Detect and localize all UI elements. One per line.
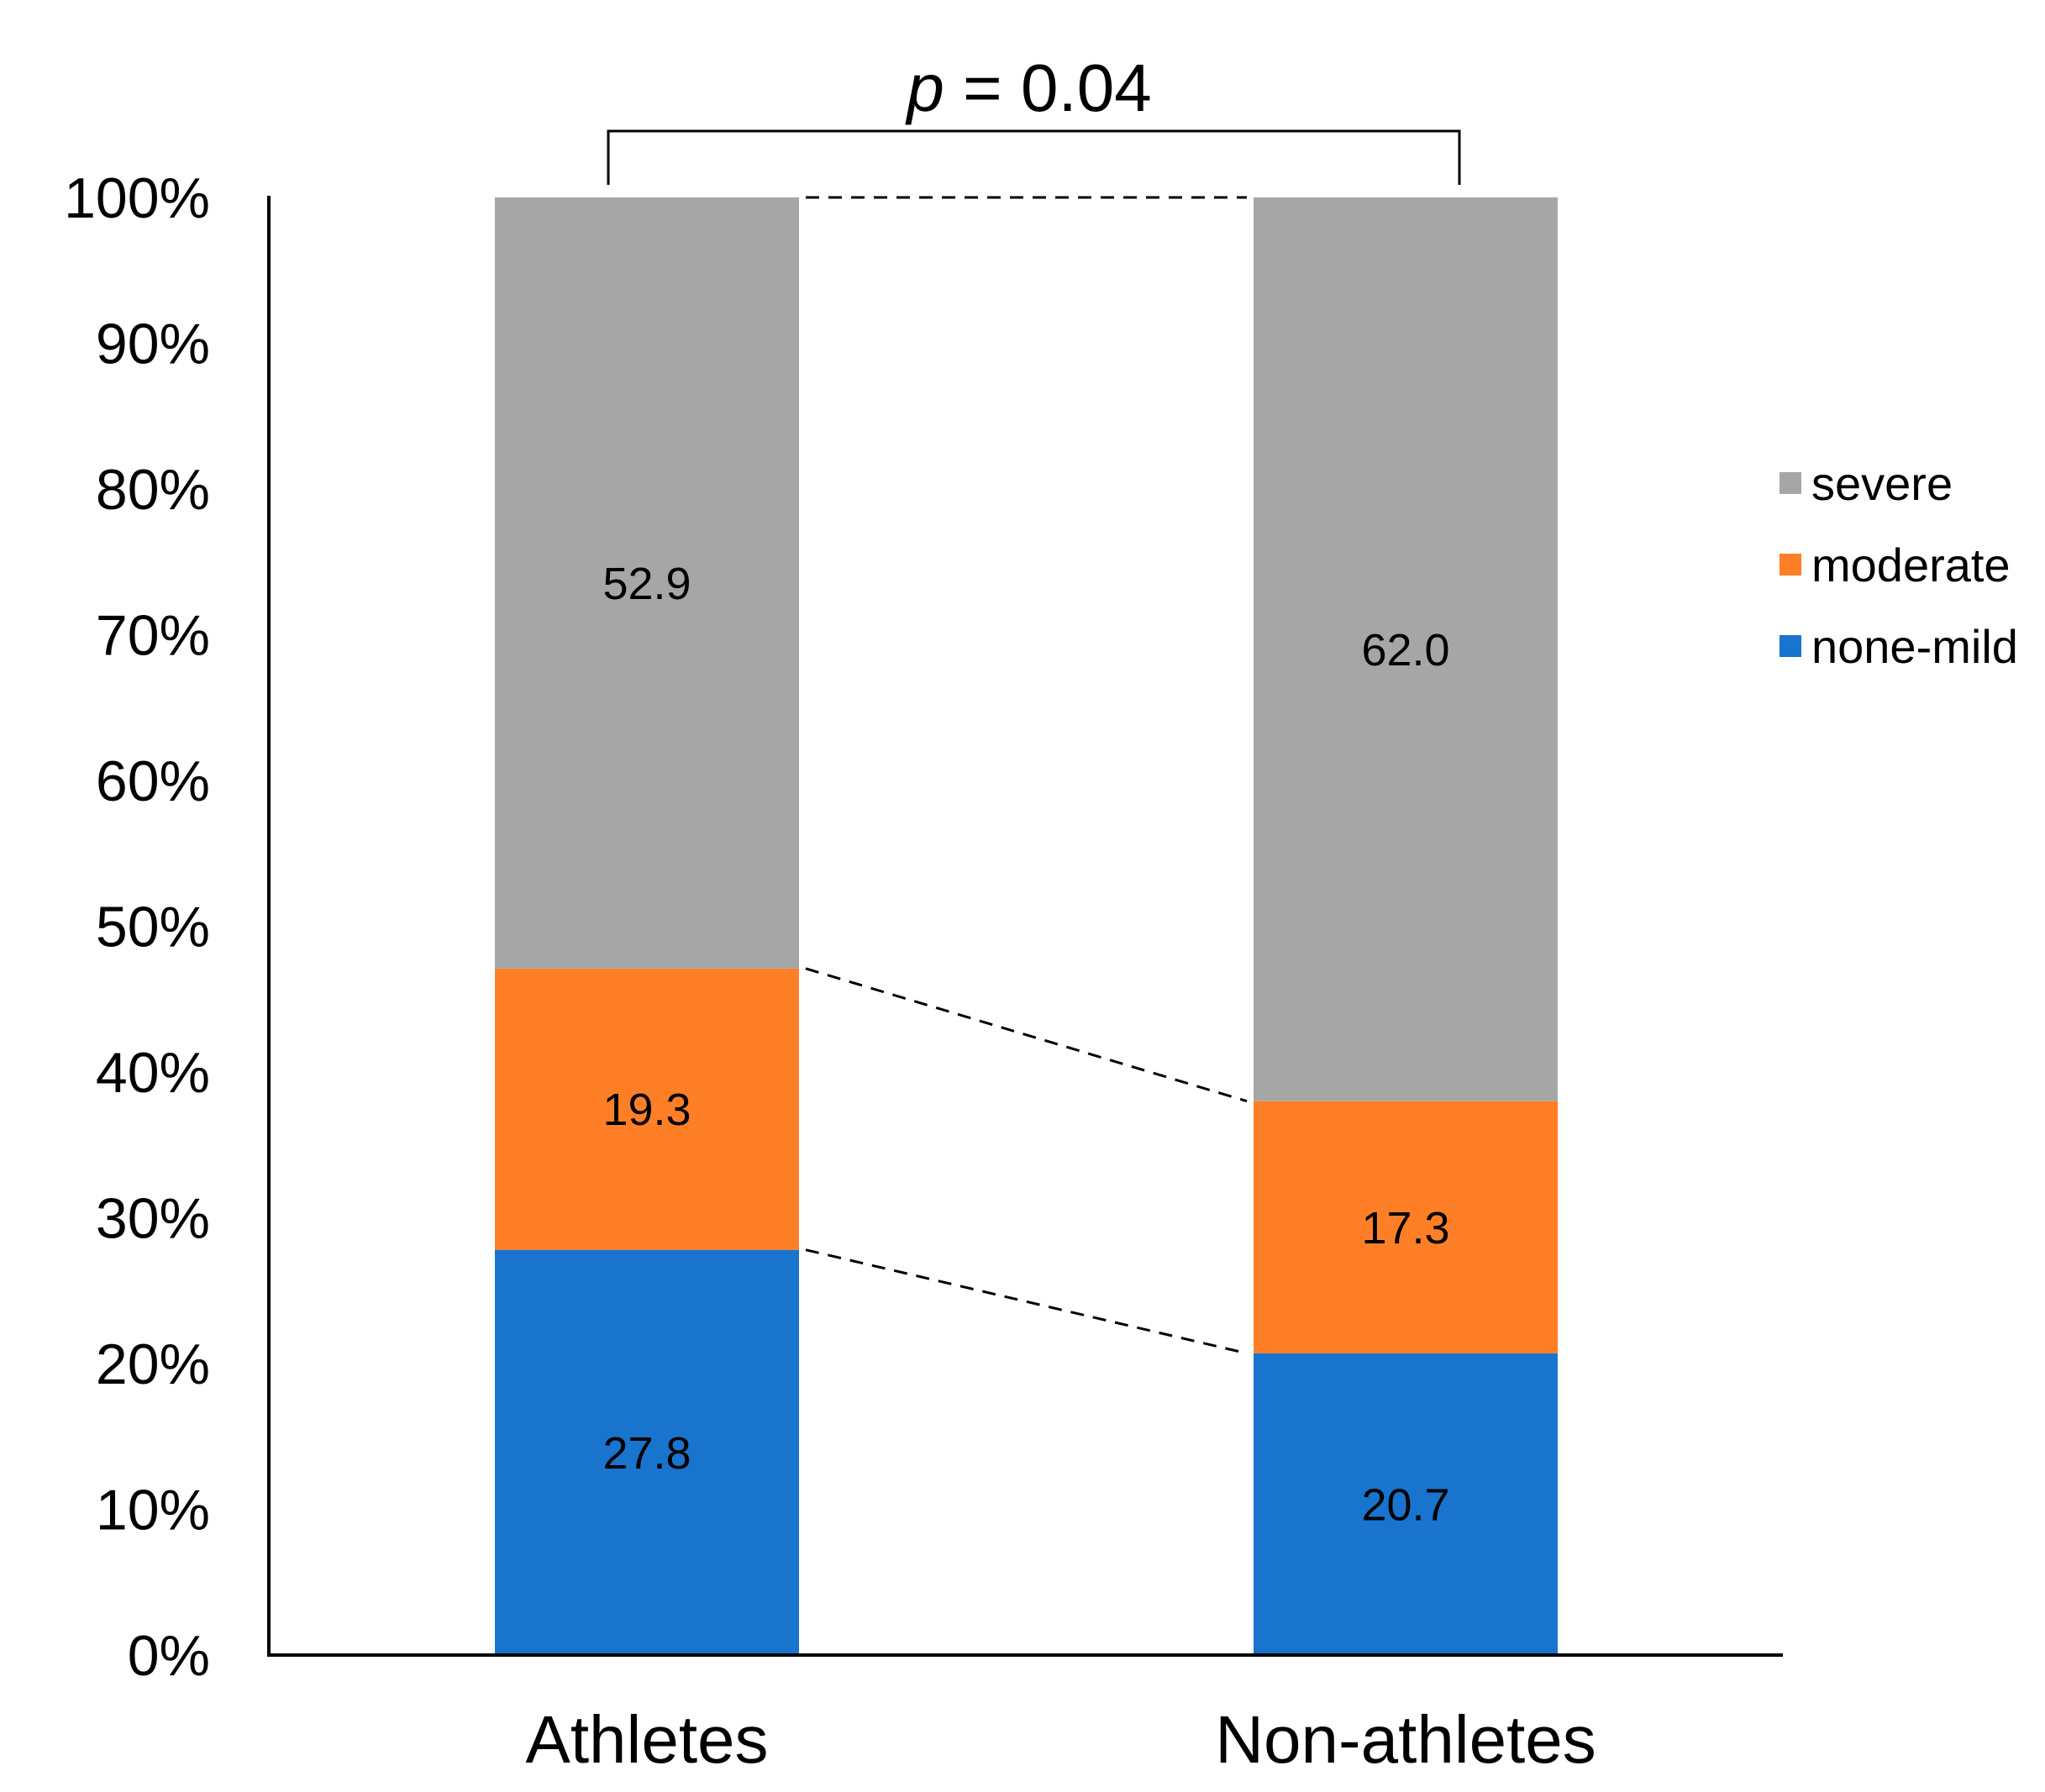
data-label: 20.7	[1361, 1479, 1449, 1530]
y-tick-label: 60%	[96, 749, 210, 813]
y-tick-label: 100%	[64, 166, 210, 230]
y-tick-label: 20%	[96, 1332, 210, 1396]
bar-segment-moderate	[495, 968, 799, 1250]
bar-segment-none-mild	[1254, 1353, 1558, 1655]
legend-label-moderate: moderate	[1811, 539, 2011, 591]
y-tick-label: 70%	[96, 604, 210, 668]
data-label: 27.8	[602, 1428, 691, 1479]
legend-label-severe: severe	[1811, 457, 1953, 510]
y-tick-label: 90%	[96, 313, 210, 376]
data-label: 52.9	[602, 559, 691, 609]
bar-segment-severe	[495, 197, 799, 969]
y-tick-label: 30%	[96, 1187, 210, 1251]
legend-swatch-severe	[1780, 472, 1801, 494]
connector-line	[805, 1248, 1248, 1355]
bar-segment-severe	[1254, 197, 1558, 1101]
y-tick-label: 80%	[96, 458, 210, 522]
data-label: 62.0	[1361, 625, 1449, 675]
y-tick-label: 50%	[96, 896, 210, 959]
legend-swatch-moderate	[1780, 554, 1801, 575]
x-category-label: Non-athletes	[1215, 1702, 1596, 1777]
x-category-label: Athletes	[525, 1702, 768, 1777]
bar-segment-none-mild	[495, 1249, 799, 1655]
connector-line	[805, 967, 1248, 1103]
y-tick-label: 0%	[128, 1624, 210, 1688]
data-label: 17.3	[1361, 1203, 1449, 1253]
legend-label-none-mild: none-mild	[1811, 620, 2018, 673]
y-tick-label: 10%	[96, 1479, 210, 1542]
data-label: 19.3	[602, 1085, 691, 1135]
significance-bracket	[607, 129, 1461, 185]
bar-segment-moderate	[1254, 1101, 1558, 1353]
y-tick-label: 40%	[96, 1041, 210, 1105]
legend-swatch-none-mild	[1780, 635, 1801, 657]
p-value-annotation: p = 0.04	[905, 50, 1151, 125]
